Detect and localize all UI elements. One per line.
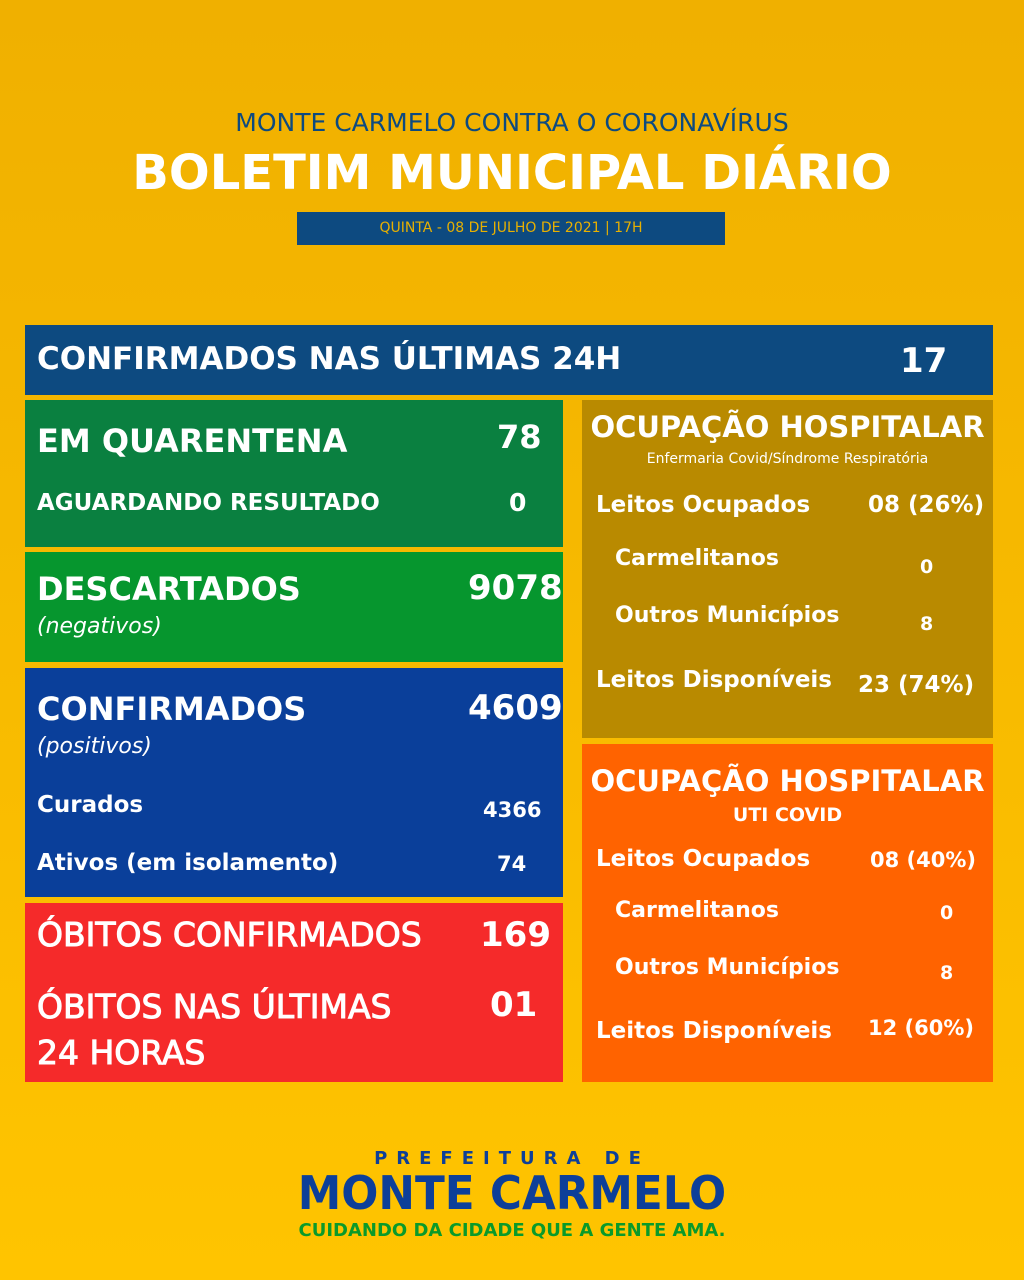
- discarded-value: 9078: [468, 568, 563, 608]
- icu-other-label: Outros Municípios: [615, 955, 840, 980]
- ward-local-label: Carmelitanos: [615, 546, 780, 571]
- discarded-panel: DESCARTADOS (negativos) 9078: [25, 552, 563, 662]
- icu-local-label: Carmelitanos: [615, 898, 780, 923]
- quarantine-value: 78: [497, 418, 542, 456]
- footer-logo-name: MONTE CARMELO: [297, 1166, 727, 1220]
- ward-title: OCUPAÇÃO HOSPITALAR: [590, 410, 985, 444]
- active-value: 74: [497, 852, 527, 876]
- quarantine-panel: EM QUARENTENA 78 AGUARDANDO RESULTADO 0: [25, 400, 563, 547]
- date-banner: QUINTA - 08 DE JULHO DE 2021 | 17H: [297, 212, 725, 245]
- page-title: BOLETIM MUNICIPAL DIÁRIO: [132, 145, 892, 201]
- ward-available-label: Leitos Disponíveis: [596, 667, 832, 693]
- awaiting-label: AGUARDANDO RESULTADO: [37, 490, 380, 516]
- confirmed-value: 4609: [468, 688, 563, 728]
- cured-value: 4366: [483, 798, 542, 822]
- deaths-value: 169: [480, 915, 551, 955]
- cured-label: Curados: [37, 792, 144, 818]
- confirmed-sub: (positivos): [37, 734, 152, 759]
- footer-prefeitura: PREFEITURA DE: [374, 1148, 650, 1169]
- ward-other-value: 8: [920, 613, 934, 635]
- ward-occupied-label: Leitos Ocupados: [596, 492, 811, 518]
- icu-occupancy-panel: OCUPAÇÃO HOSPITALAR UTI COVID Leitos Ocu…: [582, 744, 993, 1082]
- icu-subtitle: UTI COVID: [732, 804, 843, 826]
- footer-slogan: CUIDANDO DA CIDADE QUE A GENTE AMA.: [298, 1220, 726, 1241]
- active-label: Ativos (em isolamento): [37, 850, 339, 876]
- icu-occupied-value: 08 (40%): [870, 848, 976, 872]
- ward-available-value: 23 (74%): [858, 672, 975, 698]
- confirmed-panel: CONFIRMADOS (positivos) 4609 Curados 436…: [25, 668, 563, 897]
- deaths-24h-label-1: ÓBITOS NAS ÚLTIMAS: [37, 987, 392, 1027]
- deaths-24h-value: 01: [490, 985, 538, 1025]
- deaths-24h-label-2: 24 HORAS: [36, 1033, 206, 1073]
- ward-occupancy-panel: OCUPAÇÃO HOSPITALAR Enfermaria Covid/Sín…: [582, 400, 993, 738]
- icu-title: OCUPAÇÃO HOSPITALAR: [590, 764, 985, 798]
- ward-other-label: Outros Municípios: [615, 603, 840, 628]
- discarded-label: DESCARTADOS: [37, 570, 301, 608]
- ward-local-value: 0: [920, 556, 934, 578]
- awaiting-value: 0: [509, 488, 527, 517]
- icu-available-value: 12 (60%): [868, 1016, 974, 1040]
- confirmed-24h-value: 17: [900, 341, 948, 381]
- deaths-panel: ÓBITOS CONFIRMADOS 169 ÓBITOS NAS ÚLTIMA…: [25, 903, 563, 1082]
- confirmed-label: CONFIRMADOS: [37, 690, 307, 728]
- icu-other-value: 8: [940, 962, 954, 984]
- icu-local-value: 0: [940, 902, 954, 924]
- confirmed-24h-panel: CONFIRMADOS NAS ÚLTIMAS 24H 17: [25, 325, 993, 395]
- deaths-label: ÓBITOS CONFIRMADOS: [37, 915, 423, 955]
- icu-occupied-label: Leitos Ocupados: [596, 846, 811, 872]
- icu-available-label: Leitos Disponíveis: [596, 1018, 832, 1044]
- header-subtitle: MONTE CARMELO CONTRA O CORONAVÍRUS: [235, 108, 789, 137]
- ward-occupied-value: 08 (26%): [868, 492, 985, 518]
- discarded-sub: (negativos): [37, 614, 162, 639]
- confirmed-24h-label: CONFIRMADOS NAS ÚLTIMAS 24H: [37, 341, 622, 377]
- ward-subtitle: Enfermaria Covid/Síndrome Respiratória: [646, 451, 929, 467]
- quarantine-label: EM QUARENTENA: [37, 422, 348, 460]
